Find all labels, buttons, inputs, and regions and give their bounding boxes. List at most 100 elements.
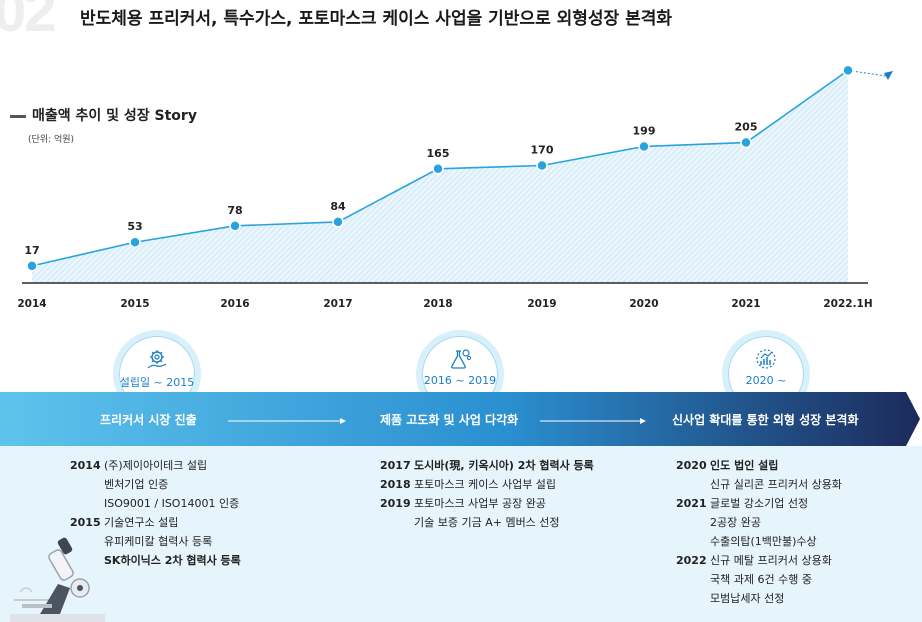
- data-point: [432, 163, 444, 175]
- chart-unit: (단위: 억원): [28, 135, 75, 145]
- history-item: 2공장 완공: [676, 513, 842, 532]
- data-label: 205: [735, 121, 758, 134]
- band-shape: [0, 392, 920, 446]
- history-text: 기술 보증 기금 A+ 멤버스 선정: [414, 516, 560, 529]
- phase-label-1: 설립일 ~ 2015: [119, 376, 195, 389]
- data-label: 17: [24, 244, 39, 257]
- history-column-3: 2020 인도 법인 설립 신규 실리콘 프리커서 상용화 2021 글로벌 강소기업 …: [676, 456, 842, 608]
- phase-label-2: 2016 ~ 2019: [423, 374, 497, 387]
- history-year: [676, 513, 710, 532]
- trend-arrow-line: [847, 69, 887, 77]
- flask-icon: [451, 349, 472, 369]
- history-text: 인도 법인 설립: [710, 459, 779, 472]
- history-year: [676, 532, 710, 551]
- title-dash: [10, 114, 26, 118]
- x-tick-label: 2021: [731, 298, 760, 310]
- history-year: 2020: [676, 459, 707, 472]
- x-tick-label: 2020: [629, 298, 658, 310]
- stage-3-label: 신사업 확대를 통한 외형 성장 본격화: [672, 413, 859, 427]
- history-year: 2017: [380, 459, 411, 472]
- history-year: [676, 589, 710, 608]
- stage-band: [0, 392, 920, 446]
- history-item: 벤처기업 인증: [70, 475, 241, 494]
- x-tick-label: 2014: [17, 298, 46, 310]
- history-text: 2공장 완공: [710, 516, 761, 529]
- area-fill: [32, 70, 848, 283]
- history-item: 2018 포토마스크 케이스 사업부 설립: [380, 475, 594, 494]
- history-item: 2014 (주)제이아이테크 설립: [70, 456, 241, 475]
- history-item: 신규 실리콘 프리커서 상용화: [676, 475, 842, 494]
- data-label: 78: [227, 204, 242, 217]
- x-tick-label: 2022.1H: [823, 298, 872, 310]
- history-text: 기술연구소 설립: [104, 516, 179, 529]
- x-tick-label: 2018: [423, 298, 452, 310]
- data-point: [842, 64, 854, 77]
- history-item: 2019 포토마스크 사업부 공장 완공: [380, 494, 594, 513]
- data-point: [332, 216, 344, 228]
- history-year: [676, 475, 710, 494]
- history-item: 유피케미칼 협력사 등록: [70, 532, 241, 551]
- history-item: SK하이닉스 2차 협력사 등록: [70, 551, 241, 570]
- history-year: 2015: [70, 516, 101, 529]
- x-tick-label: 2015: [120, 298, 149, 310]
- data-label: 315: [837, 60, 860, 61]
- history-text: 모범납세자 선정: [710, 592, 785, 605]
- history-year: [380, 513, 414, 532]
- history-text: 벤처기업 인증: [104, 478, 169, 491]
- history-text: 국책 과제 6건 수행 중: [710, 573, 812, 586]
- history-year: 2019: [380, 497, 411, 510]
- stage-1-label: 프리커서 시장 진출: [100, 413, 197, 427]
- history-text: 포토마스크 사업부 공장 완공: [414, 497, 546, 510]
- x-tick-label: 2019: [527, 298, 556, 310]
- history-year: 2018: [380, 478, 411, 491]
- data-label: 199: [633, 124, 656, 137]
- history-panel: [0, 446, 922, 622]
- data-point: [536, 159, 548, 172]
- data-label: 84: [330, 200, 346, 213]
- gear-hand-icon: [147, 350, 167, 369]
- history-year: [70, 475, 104, 494]
- stage-2-label: 제품 고도화 및 사업 다각화: [380, 413, 519, 427]
- history-item: ISO9001 / ISO14001 인증: [70, 494, 241, 513]
- history-item: 2021 글로벌 강소기업 선정: [676, 494, 842, 513]
- history-year: [70, 494, 104, 513]
- data-point: [26, 260, 38, 272]
- history-text: 유피케미칼 협력사 등록: [104, 535, 213, 548]
- history-text: 수출의탑(1백만불)수상: [710, 535, 817, 548]
- history-text: 포토마스크 케이스 사업부 설립: [414, 478, 557, 491]
- page-headline: 반도체용 프리커서, 특수가스, 포토마스크 케이스 사업을 기반으로 외형성장…: [80, 9, 673, 29]
- history-year: 2014: [70, 459, 101, 472]
- history-item: 2015 기술연구소 설립: [70, 513, 241, 532]
- revenue-area-chart: 17 2014 53 2015 78 2016 84 2017 165 2018 170 2019 19…: [17, 60, 893, 310]
- history-column-2: 2017 도시바(現, 키옥시아) 2차 협력사 등록 2018 포토마스크 케이스 …: [380, 456, 594, 532]
- band-arrow-head-1: [340, 418, 346, 424]
- history-text: (주)제이아이테크 설립: [104, 459, 208, 472]
- history-item: 국책 과제 6건 수행 중: [676, 570, 842, 589]
- x-tick-label: 2017: [323, 298, 352, 310]
- trend-arrow-head: [884, 71, 893, 80]
- history-text: 도시바(現, 키옥시아) 2차 협력사 등록: [414, 459, 594, 472]
- chart-title-text: 매출액 추이 및 성장 Story: [32, 108, 197, 124]
- data-point: [740, 136, 752, 149]
- history-year: 2022: [676, 554, 707, 567]
- phase-label-3: 2020 ~: [745, 374, 787, 387]
- history-text: 신규 메탈 프리커서 상용화: [710, 554, 832, 567]
- history-year: 2021: [676, 497, 707, 510]
- history-item: 모범납세자 선정: [676, 589, 842, 608]
- history-text: 신규 실리콘 프리커서 상용화: [710, 478, 842, 491]
- band-arrow-head-2: [640, 418, 646, 424]
- data-label: 170: [531, 144, 554, 157]
- microscope-illustration: [10, 537, 105, 622]
- history-item: 2017 도시바(現, 키옥시아) 2차 협력사 등록: [380, 456, 594, 475]
- section-number: 02: [0, 0, 56, 44]
- history-text: 글로벌 강소기업 선정: [710, 497, 809, 510]
- history-text: SK하이닉스 2차 협력사 등록: [104, 554, 241, 567]
- history-item: 2020 인도 법인 설립: [676, 456, 842, 475]
- data-label: 165: [427, 147, 450, 160]
- history-text: ISO9001 / ISO14001 인증: [104, 497, 240, 510]
- chart-title: 매출액 추이 및 성장 Story: [10, 105, 197, 125]
- growth-icon: [756, 349, 776, 369]
- history-year: [676, 570, 710, 589]
- data-point: [129, 236, 141, 248]
